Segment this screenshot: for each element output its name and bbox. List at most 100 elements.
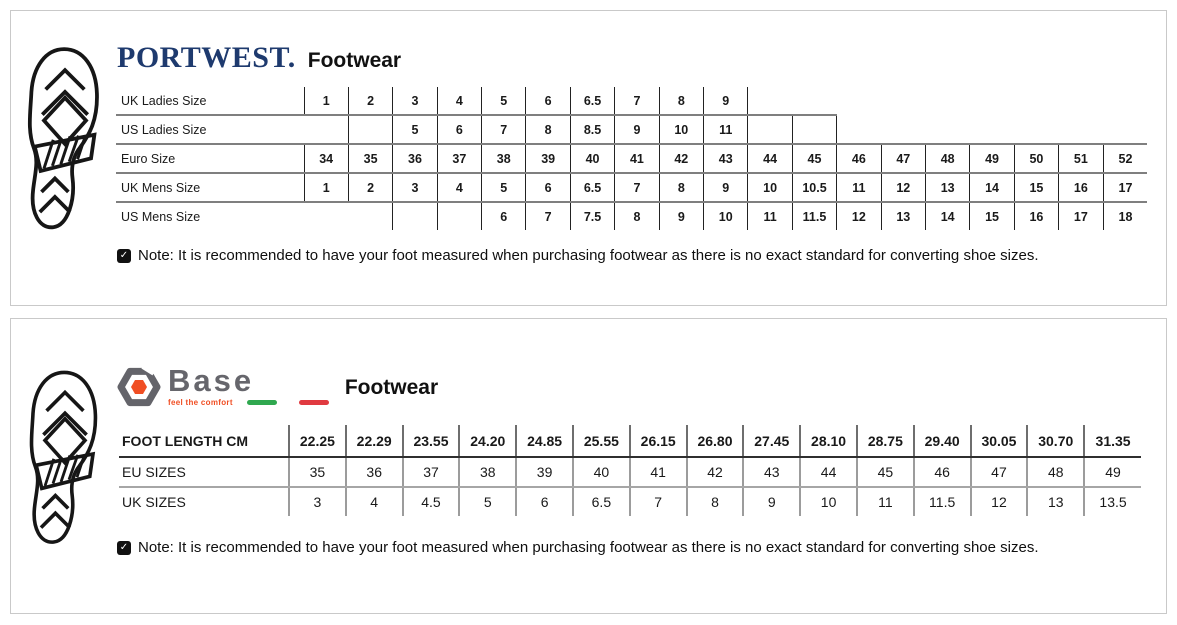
row-label: FOOT LENGTH CM [119, 425, 289, 458]
size-cell: 5 [392, 115, 438, 145]
size-cell: 25.55 [571, 425, 630, 458]
base-note: ✓ Note: It is recommended to have your f… [117, 539, 1038, 556]
size-cell: 22.29 [344, 425, 403, 458]
size-cell: 36 [392, 143, 438, 174]
size-cell: 3 [288, 487, 346, 516]
size-cell: 7 [628, 487, 687, 516]
size-cell: 11.5 [791, 201, 837, 230]
size-cell: 10 [747, 172, 793, 203]
size-cell: 31.35 [1083, 425, 1141, 458]
row-label: EU SIZES [119, 457, 289, 488]
size-cell: 13.5 [1083, 487, 1141, 516]
size-cell: 4 [344, 487, 403, 516]
size-cell: 42 [658, 143, 704, 174]
size-cell [747, 114, 793, 145]
size-cell: 24.20 [458, 425, 517, 458]
size-cell: 6 [515, 487, 573, 516]
size-cell: 51 [1058, 143, 1104, 174]
size-cell: 28.10 [799, 425, 857, 458]
size-cell: 15 [969, 201, 1015, 230]
check-icon: ✓ [117, 540, 131, 555]
size-cell: 44 [747, 143, 793, 174]
size-cell: 29.40 [912, 425, 971, 458]
size-cell: 7 [614, 87, 660, 116]
size-cell: 35 [347, 143, 393, 174]
size-cell: 7 [525, 201, 571, 230]
size-cell: 5 [481, 87, 526, 116]
size-cell: 8 [685, 487, 744, 516]
portwest-brand: PORTWEST. [117, 41, 296, 74]
size-cell: 9 [703, 172, 748, 203]
size-cell: 7 [614, 172, 660, 203]
size-cell: 38 [458, 457, 517, 488]
base-heading: Footwear [344, 375, 439, 399]
size-cell: 6 [525, 87, 571, 116]
table-row: UK Mens Size 1 2 3 4 5 6 6.5 7 8 9 10 10.5 11 12 13 14 15… [116, 172, 1148, 203]
size-cell: 7 [481, 115, 526, 145]
size-cell: 48 [924, 143, 970, 174]
table-row: US Mens Size 6 7 7.5 8 9 10 11 11.5 12 13 14 15 16 17 1… [116, 201, 1148, 230]
size-cell: 30.05 [969, 425, 1028, 458]
size-cell: 6.5 [569, 172, 615, 203]
size-cell: 43 [742, 457, 801, 488]
size-cell [436, 201, 482, 230]
portwest-header: PORTWEST. Footwear [117, 43, 401, 73]
size-cell: 5 [458, 487, 517, 516]
size-cell: 10.5 [791, 172, 837, 203]
empty-region [748, 87, 1148, 115]
size-cell: 22.25 [288, 425, 346, 458]
table-row: Euro Size 34 35 36 37 38 39 40 41 42 43 44 45 46 47 48 4… [116, 143, 1148, 174]
table-row: EU SIZES 35 36 37 38 39 40 41 42 43 44 45 46 47 48 49 [119, 457, 1141, 488]
size-cell: 40 [569, 143, 615, 174]
size-cell: 39 [525, 143, 571, 174]
size-cell: 13 [924, 172, 970, 203]
table-row: UK SIZES 3 4 4.5 5 6 6.5 7 8 9 10 11 11.5 12 13 13.5 [119, 487, 1141, 516]
size-cell: 10 [703, 201, 748, 230]
size-cell: 9 [658, 201, 704, 230]
size-cell: 41 [628, 457, 687, 488]
row-label: US Mens Size [116, 201, 393, 230]
table-row: UK Ladies Size 1 2 3 4 5 6 6.5 7 8 9 [116, 87, 1148, 116]
size-cell: 38 [481, 143, 526, 174]
size-cell: 39 [515, 457, 573, 488]
size-cell: 11 [703, 115, 748, 145]
size-cell: 12 [969, 487, 1028, 516]
portwest-heading: Footwear [307, 49, 402, 72]
size-cell: 13 [880, 201, 926, 230]
size-cell: 17 [1058, 201, 1104, 230]
note-text: Note: It is recommended to have your foo… [138, 247, 1039, 264]
size-cell: 9 [703, 87, 749, 116]
size-cell: 35 [288, 457, 346, 488]
size-cell: 6 [481, 201, 526, 230]
flag-red-bar [298, 399, 329, 405]
size-cell: 18 [1102, 201, 1148, 230]
size-cell: 8 [614, 201, 660, 230]
size-cell: 47 [880, 143, 926, 174]
size-cell: 1 [303, 172, 349, 203]
size-cell: 8 [658, 87, 704, 116]
row-label: Euro Size [116, 143, 304, 174]
row-label: UK Mens Size [116, 172, 304, 203]
base-brand: Base [168, 363, 255, 399]
flag-green-bar [246, 399, 277, 405]
table-row: US Ladies Size 5 6 7 8 8.5 9 10 11 [116, 114, 1147, 145]
size-cell: 1 [303, 87, 349, 116]
size-cell: 8 [525, 115, 571, 145]
row-label: UK SIZES [122, 494, 186, 510]
size-cell: 23.55 [401, 425, 460, 458]
size-cell: 50 [1013, 143, 1059, 174]
size-cell: 3 [392, 172, 438, 203]
size-cell: 7.5 [569, 201, 615, 230]
size-cell: 6.5 [569, 87, 615, 116]
size-cell: 26.15 [628, 425, 687, 458]
size-cell: 36 [344, 457, 403, 488]
check-icon: ✓ [117, 248, 131, 263]
portwest-size-table: UK Ladies Size 1 2 3 4 5 6 6.5 7 8 9 US Ladies Size… [116, 87, 1148, 230]
size-cell: 42 [685, 457, 744, 488]
size-cell: 14 [969, 172, 1015, 203]
size-cell: 9 [742, 487, 801, 516]
size-cell: 17 [1102, 172, 1148, 203]
size-cell: 44 [799, 457, 857, 488]
size-cell: 4 [436, 87, 482, 116]
size-cell: 5 [481, 172, 526, 203]
